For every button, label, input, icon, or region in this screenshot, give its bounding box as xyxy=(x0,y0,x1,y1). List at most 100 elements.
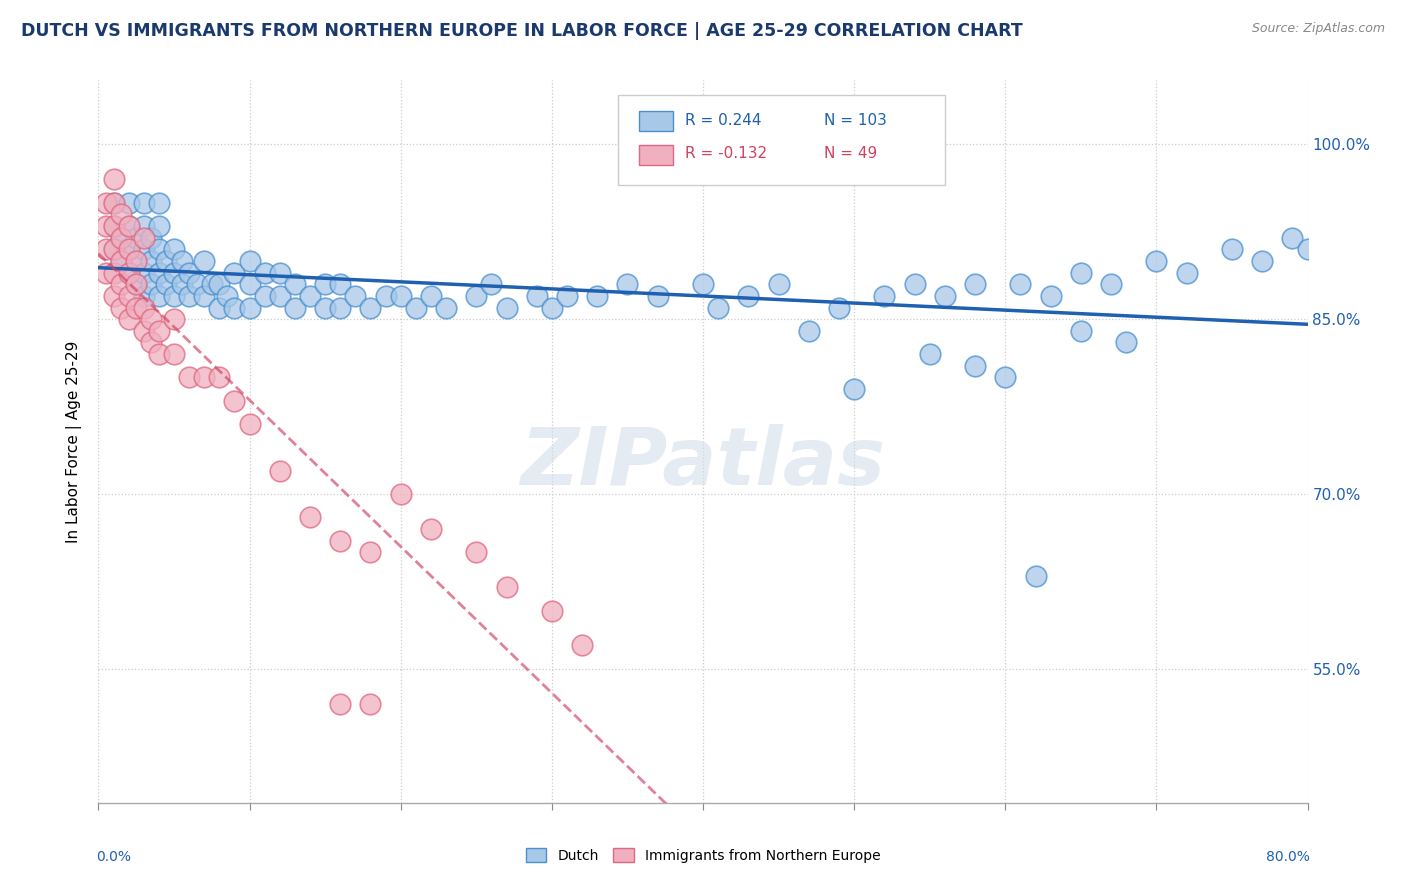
Point xyxy=(239,301,262,315)
Point xyxy=(186,277,208,292)
Point xyxy=(193,370,215,384)
Point xyxy=(125,253,148,268)
Point xyxy=(269,266,291,280)
Point xyxy=(132,242,155,256)
Point xyxy=(1296,242,1319,256)
Point xyxy=(540,603,562,617)
Point xyxy=(239,417,262,431)
Point xyxy=(994,370,1017,384)
Point xyxy=(329,697,352,711)
Point xyxy=(141,335,163,350)
Point xyxy=(125,253,148,268)
Text: ZIPatlas: ZIPatlas xyxy=(520,425,886,502)
Point xyxy=(132,219,155,233)
Point xyxy=(110,207,132,221)
Point xyxy=(103,195,125,210)
Point xyxy=(616,277,638,292)
Point xyxy=(586,289,609,303)
Point xyxy=(844,382,866,396)
Point xyxy=(170,253,193,268)
Point xyxy=(329,277,352,292)
Point xyxy=(1144,253,1167,268)
Point xyxy=(707,301,730,315)
Point xyxy=(132,289,155,303)
Point xyxy=(269,289,291,303)
Point xyxy=(163,266,186,280)
Point xyxy=(179,289,201,303)
Point xyxy=(1039,289,1062,303)
Point xyxy=(224,393,246,408)
Point xyxy=(94,219,117,233)
Point xyxy=(103,219,125,233)
Point xyxy=(103,172,125,186)
Point xyxy=(125,277,148,292)
Text: 0.0%: 0.0% xyxy=(96,850,131,863)
Point xyxy=(1010,277,1032,292)
Point xyxy=(118,242,141,256)
Legend: Dutch, Immigrants from Northern Europe: Dutch, Immigrants from Northern Europe xyxy=(520,842,886,868)
Point xyxy=(737,289,759,303)
Y-axis label: In Labor Force | Age 25-29: In Labor Force | Age 25-29 xyxy=(66,341,83,542)
Point xyxy=(284,301,307,315)
Text: R = -0.132: R = -0.132 xyxy=(685,146,768,161)
Text: DUTCH VS IMMIGRANTS FROM NORTHERN EUROPE IN LABOR FORCE | AGE 25-29 CORRELATION : DUTCH VS IMMIGRANTS FROM NORTHERN EUROPE… xyxy=(21,22,1022,40)
Point xyxy=(420,289,443,303)
Point xyxy=(284,277,307,292)
Point xyxy=(141,230,163,244)
Point xyxy=(110,301,132,315)
Point xyxy=(141,277,163,292)
Point xyxy=(110,230,132,244)
Point xyxy=(103,219,125,233)
Point xyxy=(125,301,148,315)
Point xyxy=(103,289,125,303)
Point xyxy=(465,545,488,559)
Point xyxy=(132,301,155,315)
Point xyxy=(132,195,155,210)
Point xyxy=(360,301,382,315)
Point xyxy=(965,277,987,292)
FancyBboxPatch shape xyxy=(638,145,673,165)
Point xyxy=(692,277,714,292)
Point xyxy=(110,253,132,268)
Point xyxy=(208,301,231,315)
Text: Source: ZipAtlas.com: Source: ZipAtlas.com xyxy=(1251,22,1385,36)
Point xyxy=(224,266,246,280)
Point xyxy=(179,370,201,384)
Point xyxy=(155,253,177,268)
Point xyxy=(299,289,322,303)
Point xyxy=(934,289,956,303)
Point xyxy=(1175,266,1198,280)
Point xyxy=(540,301,562,315)
Point xyxy=(360,697,382,711)
Point xyxy=(389,487,412,501)
Point xyxy=(420,522,443,536)
Point xyxy=(224,301,246,315)
Point xyxy=(148,324,170,338)
Point xyxy=(125,230,148,244)
Point xyxy=(163,347,186,361)
Point xyxy=(94,266,117,280)
Point xyxy=(110,253,132,268)
Point xyxy=(132,324,155,338)
Point xyxy=(141,253,163,268)
Point xyxy=(94,195,117,210)
Point xyxy=(239,253,262,268)
Point xyxy=(965,359,987,373)
Point xyxy=(132,230,155,244)
FancyBboxPatch shape xyxy=(619,95,945,185)
Point xyxy=(526,289,548,303)
Point xyxy=(110,277,132,292)
Point xyxy=(253,266,276,280)
Point xyxy=(163,289,186,303)
Point xyxy=(193,289,215,303)
Point xyxy=(118,289,141,303)
Point xyxy=(103,195,125,210)
Point xyxy=(647,289,669,303)
Point xyxy=(873,289,896,303)
Point xyxy=(118,219,141,233)
Point xyxy=(118,242,141,256)
Point xyxy=(179,266,201,280)
Point xyxy=(797,324,820,338)
Point xyxy=(103,242,125,256)
Point xyxy=(1024,568,1046,582)
